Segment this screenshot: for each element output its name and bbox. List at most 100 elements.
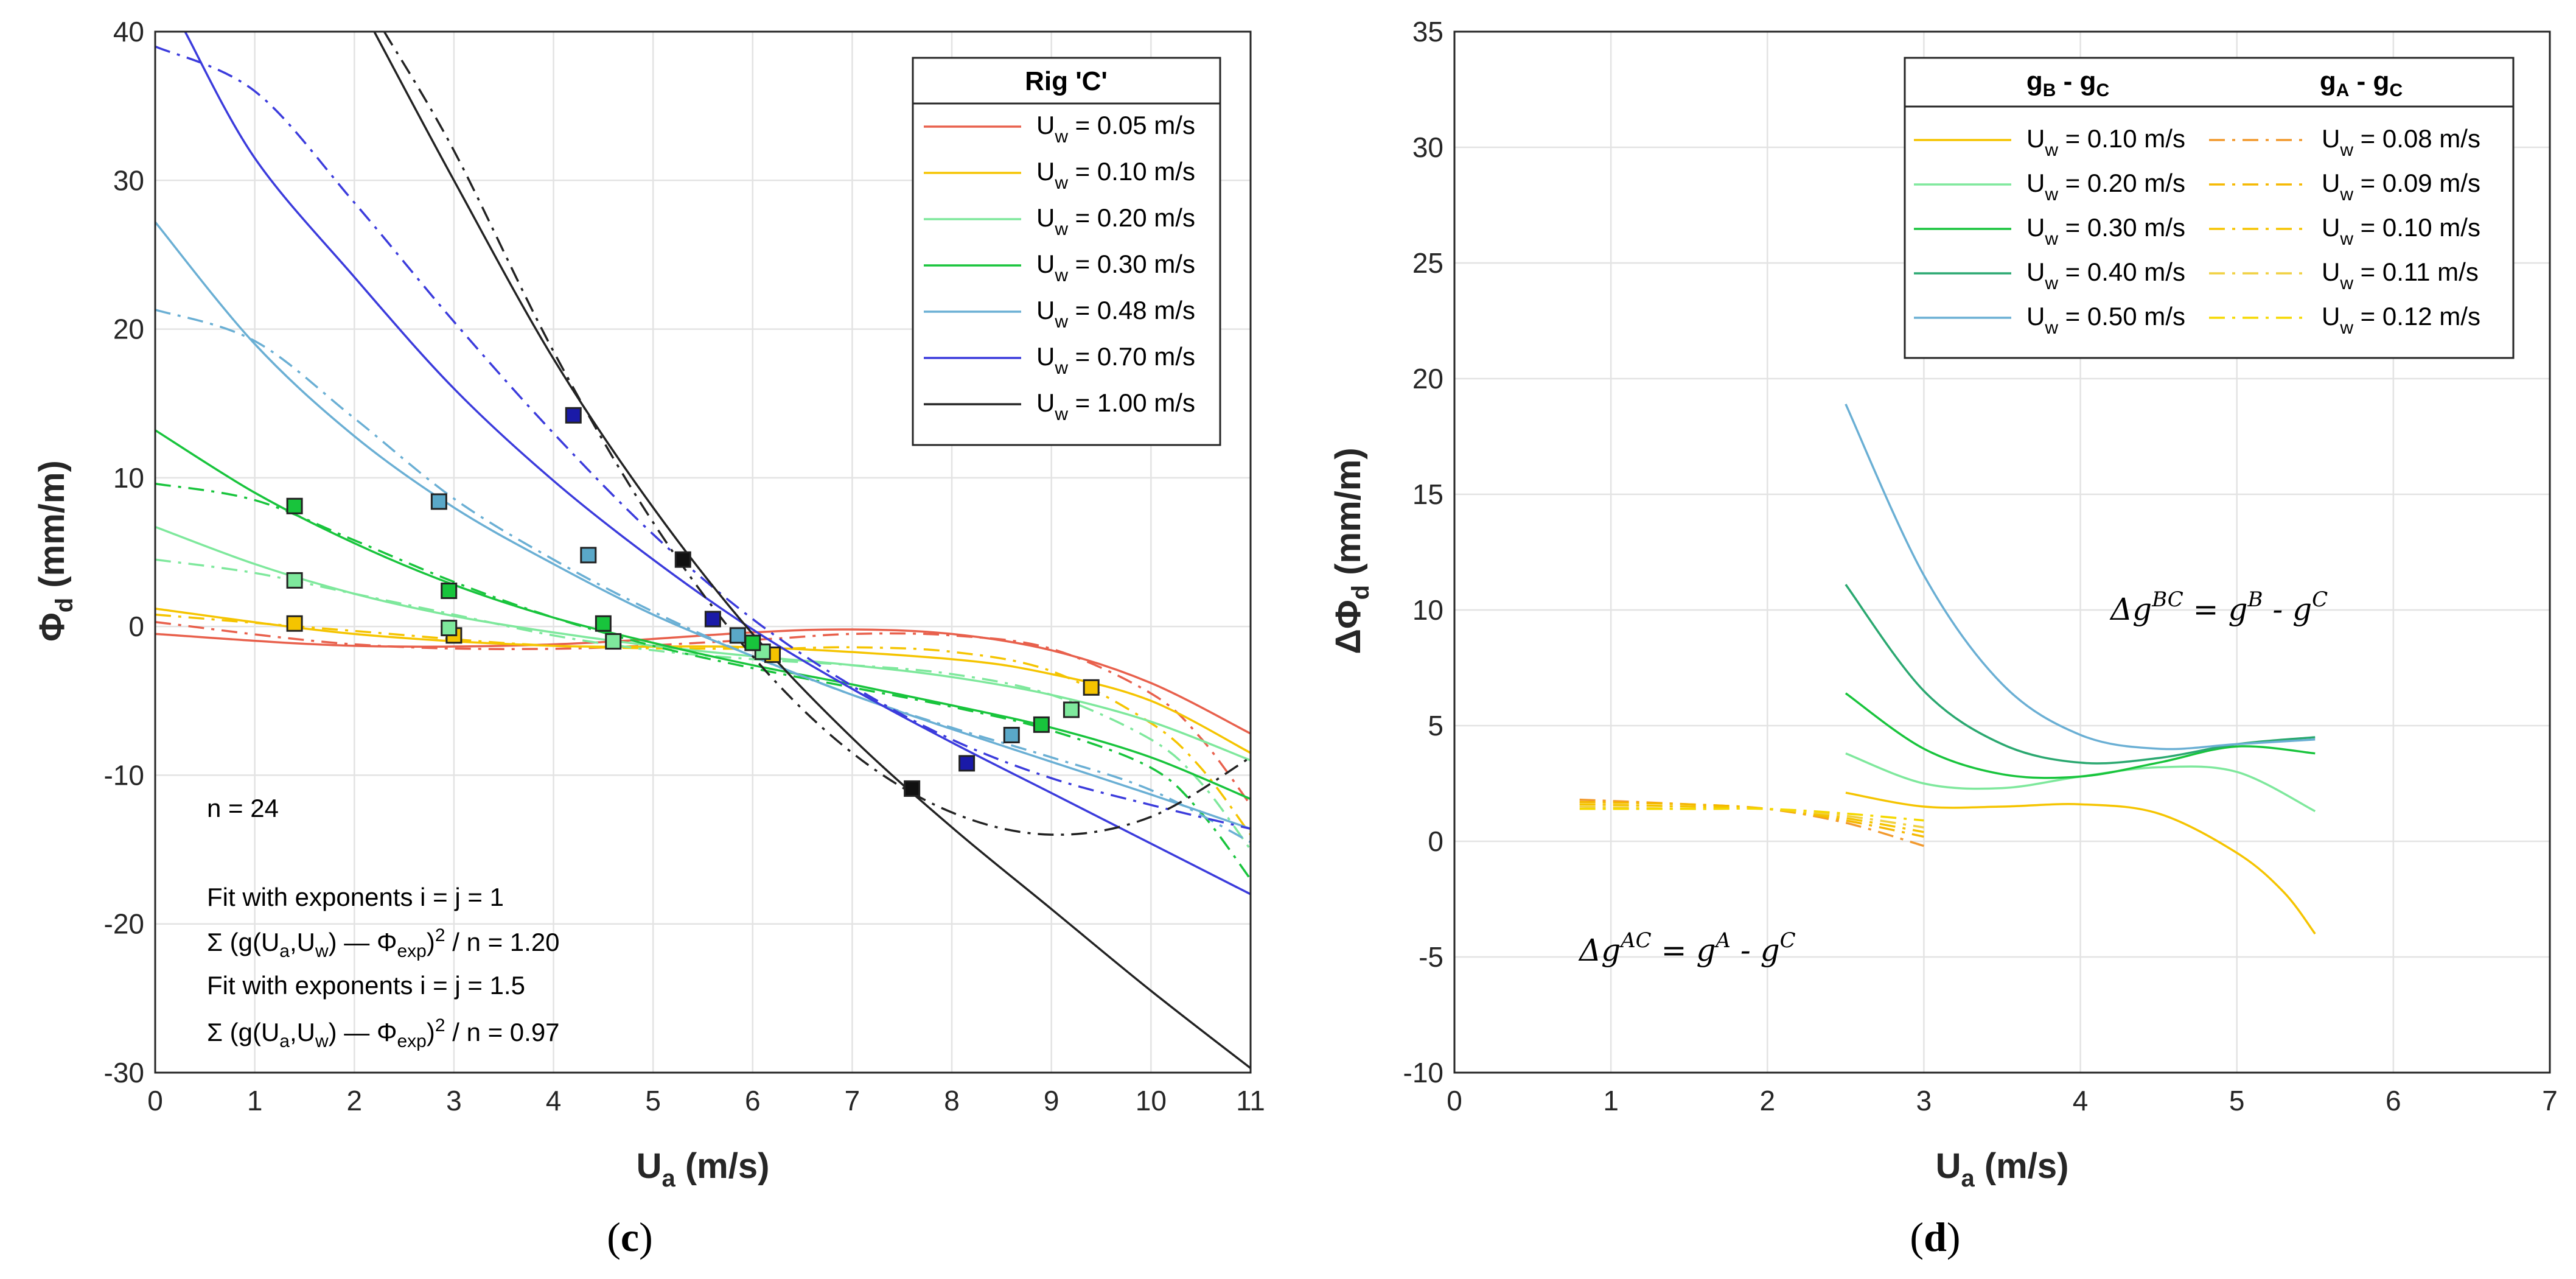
chart-c-legend-title: Rig 'C': [1025, 66, 1108, 96]
chart-d-xtick-label: 3: [1916, 1085, 1932, 1116]
chart-d-series: [1579, 404, 2316, 935]
chart-c-series-line: [383, 32, 1251, 836]
chart-c-xtick-label: 3: [446, 1085, 462, 1116]
chart-c-ylabel-unit: (mm/m): [32, 460, 72, 598]
chart-c-data-point: [1063, 701, 1080, 718]
chart-c-err2-value: 0.97: [510, 1018, 560, 1046]
chart-d-ytick-label: 0: [1428, 825, 1443, 857]
chart-c-series-line: [184, 32, 1251, 895]
chart-c-xtick-label: 10: [1136, 1085, 1167, 1116]
chart-c-data-point: [729, 627, 746, 644]
chart-c-legend-label: Uw = 0.10 m/s: [1036, 157, 1195, 193]
chart-d-ylabel: ΔΦd (mm/m): [1328, 447, 1374, 654]
chart-c-data-point: [430, 493, 447, 510]
chart-c-panel-letter: c: [621, 1214, 639, 1260]
chart-d-legend-frame: [1904, 57, 2515, 359]
chart-d-ytick-label: 30: [1412, 131, 1443, 163]
chart-c-ytick-label: 10: [113, 462, 144, 494]
chart-c-fit2-text: Fit with exponents i = j = 1.5: [207, 971, 525, 1000]
chart-c-legend-entries: Uw = 0.05 m/s Uw = 0.10 m/s Uw = 0.20 m/s U…: [924, 111, 1195, 424]
chart-c-data-point: [1033, 716, 1050, 733]
chart-d-xtick-label: 1: [1603, 1085, 1619, 1116]
chart-d-ytick-label: -10: [1403, 1057, 1443, 1088]
chart-c-data-point: [605, 633, 622, 650]
chart-c-legend-label: Uw = 0.05 m/s: [1036, 111, 1195, 147]
chart-c-series-line: [155, 621, 1251, 806]
chart-c-series-line: [155, 429, 1251, 801]
chart-d-series-line: [1579, 803, 1924, 833]
chart-c-series-line: [155, 558, 1251, 850]
chart-d-ylabel-sub: d: [1347, 585, 1374, 600]
chart-c-err1-text: Σ (g(Ua,Uw) — Φexp)2 / n = 1.20: [207, 925, 560, 961]
chart-d-legend-label: Uw = 0.50 m/s: [2026, 302, 2185, 338]
chart-c-ytick-label: -20: [104, 908, 144, 940]
chart-d-series-line: [1579, 798, 1924, 847]
chart-c-ylabel-sub: d: [51, 598, 78, 612]
chart-c-series: [155, 32, 1251, 1070]
chart-c-data-point: [286, 572, 303, 589]
chart-d-legend-label: Uw = 0.10 m/s: [2322, 213, 2480, 249]
chart-d-xtick-label: 5: [2229, 1085, 2245, 1116]
chart-d-xtick-label: 4: [2073, 1085, 2089, 1116]
chart-d-ylabel-unit: (mm/m): [1328, 447, 1368, 585]
chart-c-legend-label: Uw = 0.20 m/s: [1036, 203, 1195, 239]
chart-d-legend-label: Uw = 0.12 m/s: [2322, 302, 2480, 338]
chart-c-xlabel-main: U: [637, 1146, 662, 1186]
chart-c-data-point: [958, 755, 976, 772]
chart-c-points: [286, 407, 1100, 797]
chart-c-xtick-label: 0: [147, 1085, 163, 1116]
chart-d-legend-label: Uw = 0.30 m/s: [2026, 213, 2185, 249]
chart-c-ylabel-main: Φ: [32, 612, 72, 642]
chart-c-xtick-label: 8: [944, 1085, 960, 1116]
chart-d-legend-entries: Uw = 0.10 m/s Uw = 0.20 m/s Uw = 0.30 m/s U…: [1914, 124, 2480, 338]
chart-c-xlabel-sub: a: [661, 1165, 675, 1192]
chart-c-ytick-label: -10: [104, 759, 144, 791]
chart-d-eq-ac: ΔgAC = gA - gC: [1578, 928, 1796, 968]
chart-c-xtick-label: 6: [745, 1085, 761, 1116]
chart-d-series-line: [1579, 801, 1924, 838]
chart-d-xtick-label: 7: [2542, 1085, 2558, 1116]
chart-d-legend-label: Uw = 0.09 m/s: [2322, 169, 2480, 205]
chart-d-xtick-label: 0: [1447, 1085, 1462, 1116]
chart-c-data-point: [286, 497, 303, 514]
chart-c-xtick-label: 5: [645, 1085, 661, 1116]
chart-c-xtick-label: 2: [346, 1085, 362, 1116]
chart-c-data-point: [580, 547, 597, 564]
chart-c-xtick-label: 4: [546, 1085, 562, 1116]
chart-d-ylabel-main: ΔΦ: [1328, 600, 1368, 654]
chart-c-series-line: [155, 221, 1251, 830]
chart-c-n-annotation: n = 24: [207, 794, 279, 822]
chart-c-panel-label: (c): [607, 1214, 653, 1260]
chart-d-series-line: [1845, 404, 2316, 751]
chart-c-legend-frame: [912, 57, 1221, 446]
chart-d-legend-col1-title: gB - gC: [2026, 66, 2109, 100]
chart-d-ytick-label: 5: [1428, 710, 1443, 741]
chart-c-xlabel-unit: (m/s): [675, 1146, 770, 1186]
chart-d-legend-label: Uw = 0.10 m/s: [2026, 124, 2185, 160]
chart-d-ytick-label: 25: [1412, 247, 1443, 279]
chart-d-ytick-label: 20: [1412, 363, 1443, 394]
chart-d-panel-label: (d): [1910, 1214, 1960, 1260]
chart-d-legend: gB - gC gA - gC Uw = 0.10 m/s Uw = 0.20 m…: [1904, 57, 2515, 359]
chart-c-data-point: [286, 615, 303, 632]
chart-c-data-point: [1003, 726, 1020, 743]
chart-c-data-point: [595, 615, 612, 632]
chart-c-xtick-label: 7: [845, 1085, 860, 1116]
chart-c-legend-label: Uw = 0.30 m/s: [1036, 250, 1195, 286]
chart-c-ytick-label: 30: [113, 164, 144, 196]
chart-d-ytick-label: -5: [1419, 941, 1443, 973]
chart-c-err2-text: Σ (g(Ua,Uw) — Φexp)2 / n = 0.97: [207, 1015, 560, 1051]
chart-d-series-line: [1845, 692, 2316, 779]
chart-d-legend-label: Uw = 0.11 m/s: [2322, 258, 2479, 293]
chart-d-eq-bc: ΔgBC = gB - gC: [2109, 587, 2328, 627]
chart-c-data-point: [704, 611, 721, 628]
chart-c-legend-label: Uw = 0.48 m/s: [1036, 296, 1195, 332]
chart-c-data-point: [674, 551, 691, 568]
chart-d-xtick-label: 2: [1759, 1085, 1775, 1116]
chart-d-series-line: [1845, 791, 2316, 935]
chart-c-err1-value: 1.20: [510, 928, 560, 956]
chart-d-ytick-label: 10: [1412, 594, 1443, 626]
chart-d-xlabel: Ua (m/s): [1936, 1146, 2069, 1192]
chart-c-data-point: [904, 780, 921, 797]
